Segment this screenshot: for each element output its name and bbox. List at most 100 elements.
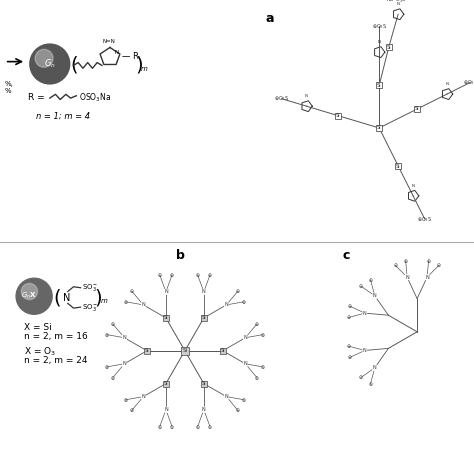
Text: N: N (425, 274, 429, 280)
Text: $\ominus$: $\ominus$ (358, 283, 364, 290)
Text: OSO$_3$Na: OSO$_3$Na (79, 92, 111, 104)
Text: $\oplus$O$_3$S: $\oplus$O$_3$S (274, 94, 289, 103)
Text: Si: Si (164, 315, 168, 320)
Text: N: N (122, 335, 126, 340)
Text: N: N (225, 394, 228, 399)
Text: N: N (363, 310, 367, 316)
Text: — R: — R (122, 53, 139, 61)
Text: %,
%: %, % (5, 81, 14, 93)
Text: Si: Si (145, 348, 149, 353)
Text: N: N (141, 302, 145, 307)
Text: SO$_3^-$: SO$_3^-$ (82, 301, 98, 313)
Text: Si: Si (182, 348, 187, 353)
Text: $\ominus$: $\ominus$ (123, 298, 128, 306)
Text: N: N (164, 289, 168, 294)
Text: $\ominus$: $\ominus$ (346, 313, 352, 321)
Text: Si: Si (386, 45, 391, 50)
Text: N: N (397, 2, 400, 6)
Text: Si: Si (220, 348, 225, 353)
Text: $\ominus$: $\ominus$ (241, 298, 247, 306)
Text: Si: Si (396, 164, 401, 169)
Text: $\oplus$O$_3$S: $\oplus$O$_3$S (417, 215, 432, 224)
Circle shape (30, 44, 70, 84)
Text: $\oplus$O$_3$S: $\oplus$O$_3$S (372, 22, 387, 30)
Text: b: b (176, 249, 184, 262)
Text: $\ominus$: $\ominus$ (260, 330, 266, 338)
Text: N: N (202, 289, 206, 294)
Text: SO$_3^-$: SO$_3^-$ (82, 282, 98, 293)
Text: Si: Si (377, 83, 382, 88)
Text: $\ominus$: $\ominus$ (129, 406, 135, 414)
Text: $\oplus$O$_3$S: $\oplus$O$_3$S (463, 78, 474, 87)
Circle shape (21, 283, 37, 300)
Text: N: N (305, 94, 308, 98)
Text: Si: Si (415, 106, 419, 111)
Text: N: N (405, 274, 409, 280)
Text: n = 1; m = 4: n = 1; m = 4 (36, 112, 90, 120)
Text: N: N (244, 361, 247, 366)
Text: a: a (266, 12, 274, 25)
Text: X = O$_3$: X = O$_3$ (24, 346, 56, 358)
Text: Si: Si (336, 113, 341, 118)
Text: Si: Si (201, 381, 206, 386)
Text: $\ominus$: $\ominus$ (436, 261, 442, 269)
Text: $\ominus$: $\ominus$ (235, 406, 241, 414)
Text: N: N (164, 407, 168, 412)
Text: $\ominus$: $\ominus$ (195, 271, 201, 279)
Text: N: N (225, 302, 228, 307)
Text: R =: R = (28, 93, 45, 101)
Text: m: m (101, 299, 108, 304)
Text: Si: Si (201, 315, 206, 320)
Text: N: N (363, 348, 367, 353)
Circle shape (16, 278, 52, 314)
Text: m: m (141, 66, 148, 72)
Text: $\ominus$: $\ominus$ (129, 287, 135, 295)
Text: $\ominus$: $\ominus$ (123, 396, 128, 404)
Text: $\ominus$: $\ominus$ (110, 374, 116, 382)
Text: $\ominus$: $\ominus$ (254, 320, 260, 328)
Text: n = 2, m = 16: n = 2, m = 16 (24, 332, 87, 340)
Text: $\ominus$: $\ominus$ (169, 423, 175, 430)
Text: $\ominus$: $\ominus$ (169, 271, 175, 279)
Text: (: ( (70, 56, 78, 75)
Text: $\ominus$: $\ominus$ (368, 380, 374, 388)
Text: c: c (342, 249, 350, 262)
Text: N: N (378, 40, 381, 44)
Text: N: N (141, 394, 145, 399)
Text: N: N (373, 293, 377, 298)
Text: N: N (122, 361, 126, 366)
Text: $\ominus$: $\ominus$ (207, 423, 213, 430)
Text: $\ominus$: $\ominus$ (403, 256, 409, 264)
Circle shape (35, 49, 53, 67)
Text: $\ominus$: $\ominus$ (241, 396, 247, 404)
Text: N: N (373, 365, 377, 370)
Text: $\ominus$: $\ominus$ (358, 374, 364, 381)
Text: $\ominus$: $\ominus$ (347, 354, 353, 362)
Text: ): ) (95, 288, 102, 307)
Text: $\ominus$: $\ominus$ (347, 302, 353, 310)
Text: $G_n$X: $G_n$X (21, 291, 37, 301)
Text: N: N (446, 82, 448, 86)
Text: $\ominus$: $\ominus$ (368, 276, 374, 284)
Text: $\ominus$: $\ominus$ (260, 363, 266, 371)
Text: $\ominus$: $\ominus$ (104, 330, 109, 338)
Text: n = 2, m = 24: n = 2, m = 24 (24, 356, 87, 365)
Text: $\ominus$: $\ominus$ (110, 320, 116, 328)
Text: N: N (115, 50, 118, 55)
Text: N: N (202, 407, 206, 412)
Text: X = Si: X = Si (24, 323, 52, 331)
Text: $\ominus$: $\ominus$ (235, 287, 241, 295)
Text: $\ominus$: $\ominus$ (157, 423, 163, 430)
Text: Na$^{\oplus}$O$_3$S$^{\ominus}$: Na$^{\oplus}$O$_3$S$^{\ominus}$ (386, 0, 410, 5)
Text: $\ominus$: $\ominus$ (254, 374, 260, 382)
Text: $\ominus$: $\ominus$ (157, 271, 163, 279)
Text: $\ominus$: $\ominus$ (426, 256, 431, 264)
Text: N: N (244, 335, 247, 340)
Text: (: ( (54, 288, 61, 307)
Text: $\ominus$: $\ominus$ (195, 423, 201, 430)
Text: $\ominus$: $\ominus$ (346, 342, 352, 350)
Text: $\ominus$: $\ominus$ (104, 363, 109, 371)
Text: Si: Si (377, 126, 382, 130)
Text: $\ominus$: $\ominus$ (207, 271, 213, 279)
Text: N=N: N=N (102, 39, 116, 44)
